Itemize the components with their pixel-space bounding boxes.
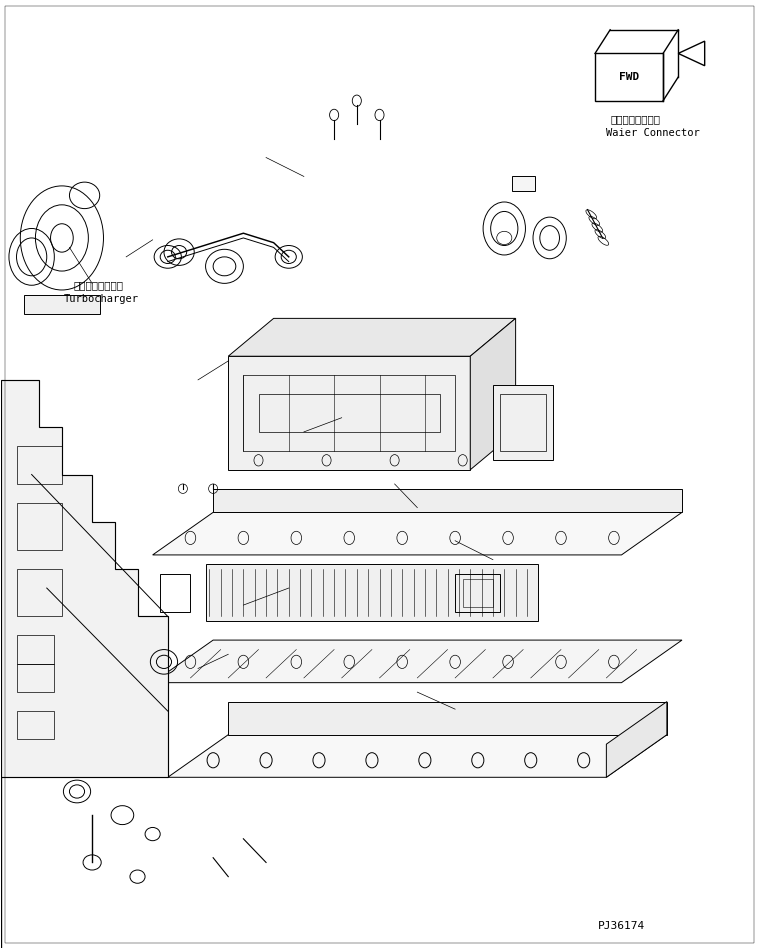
Text: ウォータコネクタ: ウォータコネクタ — [610, 115, 660, 124]
Ellipse shape — [375, 109, 384, 121]
Bar — [244, 375, 455, 451]
Polygon shape — [228, 356, 471, 470]
Bar — [17, 446, 62, 484]
Text: PJ36174: PJ36174 — [598, 921, 645, 931]
Polygon shape — [606, 701, 667, 777]
Ellipse shape — [329, 109, 339, 121]
Polygon shape — [168, 735, 667, 777]
Polygon shape — [493, 384, 553, 460]
Polygon shape — [213, 489, 682, 512]
Bar — [17, 569, 62, 617]
Polygon shape — [471, 318, 515, 470]
Bar — [160, 574, 191, 612]
Bar — [455, 574, 500, 612]
Bar — [17, 636, 55, 663]
Text: Waier Connector: Waier Connector — [606, 128, 700, 138]
Polygon shape — [595, 53, 663, 101]
Polygon shape — [153, 512, 682, 555]
Polygon shape — [228, 318, 515, 356]
Polygon shape — [2, 380, 168, 948]
Text: ターボチャージャ: ターボチャージャ — [73, 280, 123, 290]
Polygon shape — [679, 41, 704, 65]
Text: FWD: FWD — [619, 72, 639, 82]
Polygon shape — [206, 565, 538, 622]
Polygon shape — [153, 640, 682, 682]
Polygon shape — [228, 701, 667, 735]
Text: Turbocharger: Turbocharger — [65, 294, 139, 305]
Bar — [17, 711, 55, 739]
Polygon shape — [24, 295, 99, 313]
Bar — [17, 663, 55, 692]
Bar — [17, 503, 62, 550]
Bar — [463, 579, 493, 607]
Polygon shape — [512, 177, 534, 191]
Bar — [500, 394, 546, 451]
Bar — [259, 394, 440, 432]
Ellipse shape — [352, 95, 361, 106]
